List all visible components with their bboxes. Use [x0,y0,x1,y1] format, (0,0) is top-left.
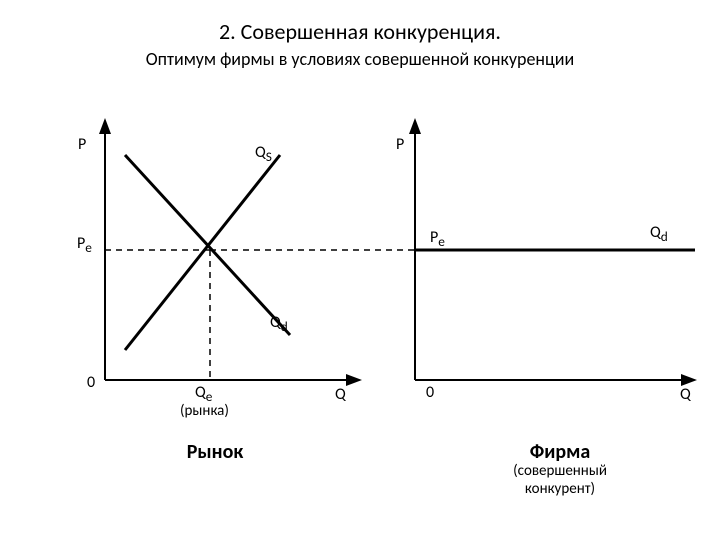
left-p-label: P [78,135,86,154]
pe-left-label: Pe [77,234,92,256]
qd-right-label: Qd [650,223,668,245]
left-footer: Рынок [155,440,275,464]
demand-line [125,155,290,335]
qe-paren: (рынка) [180,402,229,420]
right-p-label: P [396,135,404,154]
right-q-label: Q [680,385,691,404]
supply-line [125,155,280,350]
pe-right-label: Pe [430,228,445,250]
qd-left-label: Qd [270,313,288,335]
left-origin: 0 [87,373,95,392]
qs-label: QS [255,143,272,165]
right-footer-sub: (совершенный конкурент) [490,462,630,498]
right-footer: Фирма [490,440,630,464]
right-origin: 0 [426,383,434,402]
left-q-label: Q [335,385,346,404]
